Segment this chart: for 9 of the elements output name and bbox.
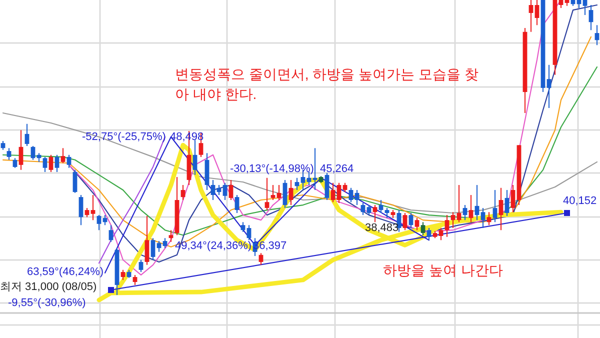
annotation: 하방을 높여 나간다 (383, 262, 503, 278)
annotation: 63,59°(46,24%) (27, 266, 104, 279)
annotation: -52,75°(-25,75%) (82, 131, 166, 144)
annotation: -30,13°(-14,98%) (230, 163, 314, 176)
annotation: 변동성폭으 줄이면서, 하방을 높여가는 모습을 찾아 내야 한다. (175, 65, 480, 104)
text: -9,55°(-30,96%) (8, 297, 86, 310)
annotation: 최저 31,000 (08/05) (0, 281, 97, 294)
annotation: 40,152 (563, 195, 597, 208)
annotation: 45,264 (320, 163, 354, 176)
